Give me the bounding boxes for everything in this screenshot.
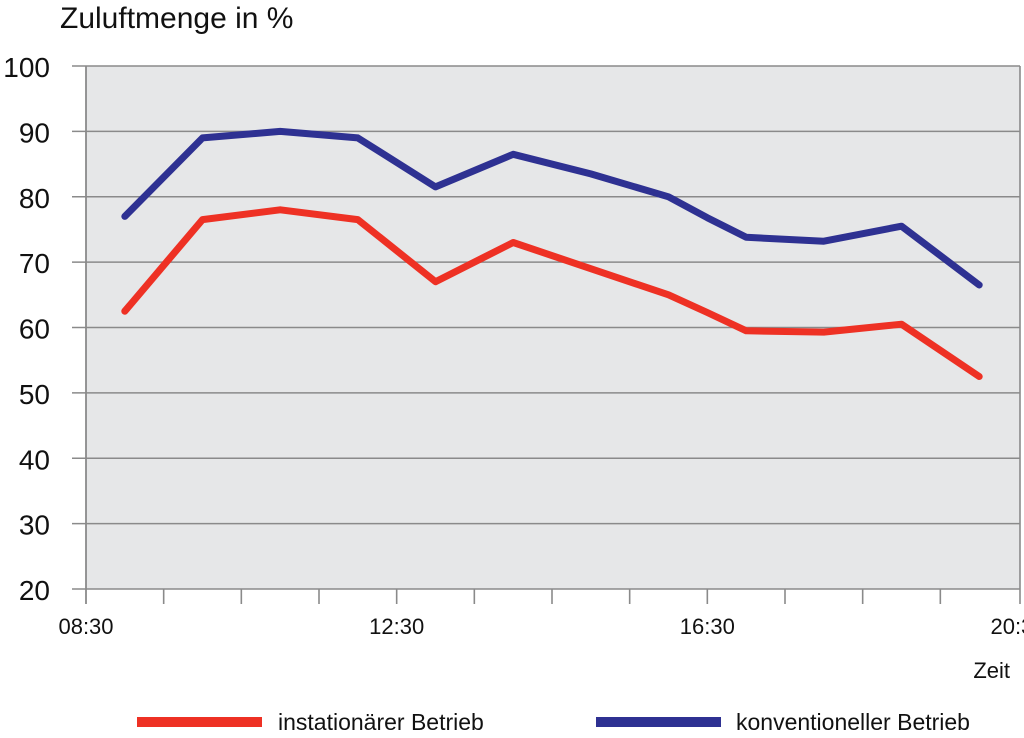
data-point bbox=[510, 240, 516, 246]
data-point bbox=[277, 207, 283, 213]
x-axis-tick-labels: 08:30 12:30 16:30 20:30 bbox=[58, 614, 1024, 639]
data-point bbox=[743, 328, 749, 334]
data-point bbox=[666, 292, 671, 298]
x-tick-label: 20:30 bbox=[990, 614, 1024, 639]
y-tick-label: 20 bbox=[19, 575, 50, 606]
data-point bbox=[355, 135, 361, 141]
data-point bbox=[899, 223, 904, 229]
data-point bbox=[976, 282, 982, 288]
y-tick-label: 100 bbox=[3, 52, 50, 83]
data-point bbox=[821, 238, 827, 244]
grid-lines bbox=[72, 65, 1020, 590]
data-point bbox=[355, 217, 361, 223]
legend-label: instationärer Betrieb bbox=[278, 709, 484, 735]
x-axis-label: Zeit bbox=[973, 658, 1010, 683]
legend: instationärer Betrieb konventioneller Bet… bbox=[137, 709, 970, 735]
data-point bbox=[277, 128, 283, 134]
x-tick-label: 08:30 bbox=[58, 614, 113, 639]
data-point bbox=[899, 321, 904, 327]
data-point bbox=[200, 217, 205, 223]
data-point bbox=[200, 135, 205, 141]
y-tick-label: 30 bbox=[19, 510, 50, 541]
legend-label: konventioneller Betrieb bbox=[736, 709, 970, 735]
data-point bbox=[588, 266, 594, 272]
data-point bbox=[821, 329, 827, 335]
data-point bbox=[666, 194, 671, 200]
legend-item: instationärer Betrieb bbox=[137, 709, 484, 735]
axes bbox=[85, 66, 1021, 604]
y-tick-label: 60 bbox=[19, 314, 50, 345]
y-axis-tick-labels: 20 30 40 50 60 70 80 90 100 bbox=[3, 52, 50, 606]
series-lines bbox=[121, 127, 983, 380]
data-point bbox=[588, 171, 594, 177]
y-tick-label: 80 bbox=[19, 183, 50, 214]
y-tick-label: 40 bbox=[19, 444, 50, 475]
y-tick-label: 90 bbox=[19, 117, 50, 148]
legend-item: konventioneller Betrieb bbox=[596, 709, 970, 735]
data-point bbox=[433, 279, 438, 285]
y-tick-label: 50 bbox=[19, 379, 50, 410]
y-tick-label: 70 bbox=[19, 248, 50, 279]
data-point bbox=[510, 151, 516, 157]
data-point bbox=[704, 215, 710, 221]
data-point bbox=[122, 308, 128, 314]
data-point bbox=[743, 234, 749, 240]
data-point bbox=[433, 184, 438, 190]
x-tick-label: 12:30 bbox=[369, 614, 424, 639]
data-point bbox=[704, 309, 710, 315]
data-point bbox=[976, 374, 982, 380]
chart-title: Zuluftmenge in % bbox=[60, 2, 293, 35]
x-tick-label: 16:30 bbox=[680, 614, 735, 639]
data-point bbox=[122, 213, 128, 219]
